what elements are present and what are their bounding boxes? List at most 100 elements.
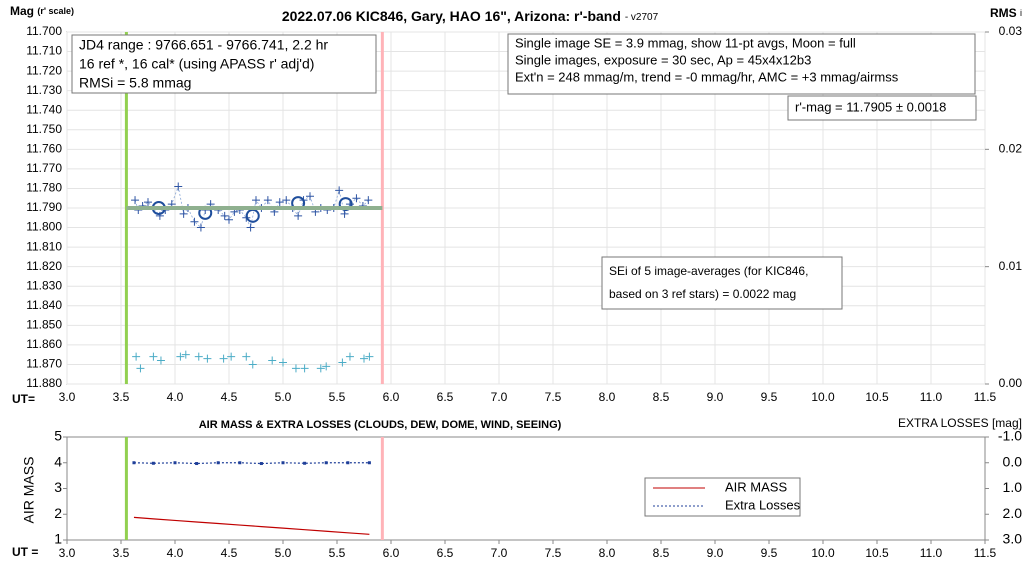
series-line (133, 516, 370, 535)
point (136, 364, 145, 373)
y-tick-label: 11.840 (26, 298, 62, 312)
point (340, 209, 349, 218)
y-tick-label: 11.740 (26, 102, 62, 116)
x-tick-label: 11.5 (974, 546, 997, 560)
point (238, 461, 242, 465)
x-tick-label: 4.5 (221, 390, 238, 404)
y-tick-label: 11.760 (26, 142, 62, 156)
y2-tick-label: 3.0 (1003, 531, 1023, 547)
point (252, 196, 260, 205)
y2-tick-label: 0.02 (999, 142, 1023, 156)
x-tick-label: 6.5 (437, 390, 454, 404)
y2-tick-label: 0.00 (999, 376, 1023, 390)
y2-label: RMS (990, 6, 1017, 20)
point (156, 356, 165, 365)
x-tick-label: 5.0 (275, 546, 292, 560)
annotation-box (601, 256, 843, 310)
point (219, 354, 228, 363)
y-tick-label: 11.850 (26, 318, 62, 332)
x-tick-label: 6.5 (437, 546, 454, 560)
x-tick-label: 11.0 (920, 546, 943, 560)
point (190, 217, 199, 226)
annotation-text: r'-mag = 11.7905 ± 0.0018 (795, 99, 946, 114)
annotation-text: RMSi = 5.8 mmag (79, 75, 191, 91)
point (281, 461, 285, 465)
y2-label-note: i (1020, 8, 1022, 18)
x-tick-label: 7.0 (491, 390, 508, 404)
y-tick-label: 4 (54, 453, 62, 469)
point (279, 358, 287, 367)
y2-tick-label: 2.0 (1003, 505, 1023, 521)
point (149, 352, 158, 361)
y-label-note: (r' scale) (37, 6, 74, 16)
point (174, 182, 183, 191)
point (195, 462, 199, 466)
point (248, 360, 257, 369)
x-tick-label: 10.0 (811, 546, 835, 560)
average-point (338, 197, 353, 212)
point (352, 194, 361, 203)
y-tick-label: 2 (54, 505, 62, 521)
y-tick-label: 11.710 (26, 44, 62, 58)
x-tick-label: 8.0 (599, 546, 616, 560)
connector-line (134, 185, 369, 229)
x-tick-label: 5.5 (329, 546, 346, 560)
x-tick-label: 3.0 (59, 390, 76, 404)
point (268, 356, 277, 365)
point (144, 198, 152, 207)
y2-tick-label: 0.01 (999, 259, 1023, 273)
point (225, 215, 233, 224)
point (194, 352, 203, 361)
point (179, 209, 188, 218)
y2-axis-label: RMS i (990, 6, 1022, 20)
point (203, 354, 212, 363)
y2-tick-label: 1.0 (1003, 479, 1023, 495)
point (275, 198, 284, 207)
y-tick-label: 1 (54, 531, 62, 547)
x-tick-label: 4.0 (167, 546, 184, 560)
y-tick-label: 11.770 (26, 161, 62, 175)
y-tick-label: 11.830 (26, 278, 62, 292)
annotation-box (787, 95, 977, 121)
x-tick-label: 11.5 (974, 390, 997, 404)
x-tick-label: 3.0 (59, 546, 76, 560)
point (324, 461, 328, 465)
point (300, 364, 309, 373)
point (220, 211, 229, 220)
x-tick-label: 9.5 (761, 546, 778, 560)
point (196, 223, 205, 232)
x-axis-label: UT= (12, 392, 35, 406)
x-tick-label: 9.0 (707, 390, 724, 404)
annotation-text: Ext'n = 248 mmag/m, trend = -0 mmag/hr, … (515, 69, 899, 84)
point (259, 462, 263, 466)
y-label: Mag (10, 4, 34, 18)
y2-tick-label: -1.0 (998, 428, 1022, 444)
point (322, 362, 331, 371)
legend-label: AIR MASS (725, 479, 787, 494)
y-tick-label: 11.810 (26, 239, 62, 253)
annotation-box (71, 34, 377, 94)
y-axis-label: AIR MASS (21, 457, 37, 524)
x-tick-label: 8.0 (599, 390, 616, 404)
y-tick-label: 11.870 (26, 357, 62, 371)
point (176, 352, 185, 361)
legend-label: Extra Losses (725, 497, 801, 512)
y-tick-label: 11.800 (26, 220, 62, 234)
y-tick-label: 11.750 (26, 122, 62, 136)
x-tick-label: 11.0 (920, 390, 943, 404)
y2-tick-label: 0.0 (1003, 453, 1023, 469)
x-tick-label: 6.0 (383, 546, 400, 560)
series-line (133, 462, 370, 465)
y2-tick-label: 0.03 (999, 24, 1023, 38)
point (246, 223, 255, 232)
point (365, 352, 374, 361)
point (316, 364, 325, 373)
point (173, 461, 177, 465)
point (181, 350, 190, 359)
y-tick-label: 11.820 (26, 259, 62, 273)
plot-area (66, 436, 986, 541)
y-tick-label: 11.780 (26, 181, 62, 195)
annotation-text: based on 3 ref stars) = 0.0022 mag (609, 287, 796, 301)
x-tick-label: 8.5 (653, 390, 670, 404)
